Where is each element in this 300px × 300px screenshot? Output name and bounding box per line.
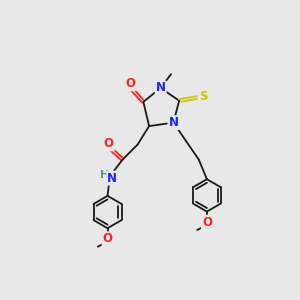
Text: N: N bbox=[107, 172, 117, 184]
Text: S: S bbox=[199, 90, 207, 103]
Text: O: O bbox=[103, 232, 112, 245]
Text: O: O bbox=[104, 137, 114, 150]
Text: H: H bbox=[100, 170, 110, 180]
Text: O: O bbox=[202, 216, 212, 229]
Text: O: O bbox=[126, 77, 136, 90]
Text: N: N bbox=[168, 116, 178, 129]
Text: N: N bbox=[156, 82, 166, 94]
